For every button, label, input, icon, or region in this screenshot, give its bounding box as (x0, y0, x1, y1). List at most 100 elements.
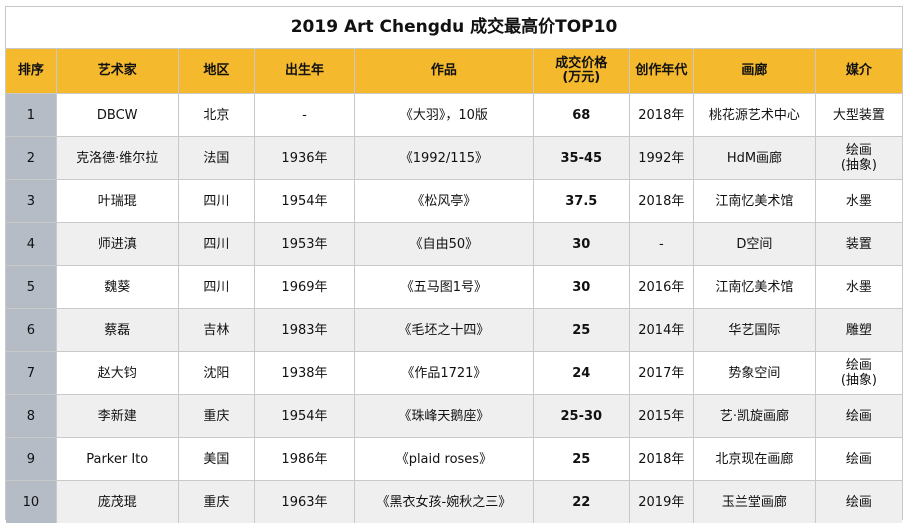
cell-price: 30 (532, 222, 630, 266)
cell-gallery: 桃花源艺术中心 (693, 93, 816, 137)
cell-price: 25 (532, 437, 630, 481)
table-row: 10 庞茂琨 重庆 1963年 《黑衣女孩-婉秋之三》 22 2019年 玉兰堂画廊 绘画 (6, 480, 902, 523)
cell-work: 《1992/115》 (353, 136, 534, 180)
table-row: 8 李新建 重庆 1954年 《珠峰天鹅座》 25-30 2015年 艺·凯旋画廊 绘画 (6, 394, 902, 438)
cell-price: 68 (532, 93, 630, 137)
cell-region: 重庆 (177, 480, 256, 523)
table-row: 7 赵大钧 沈阳 1938年 《作品1721》 24 2017年 势象空间 绘画 (抽象) (6, 351, 902, 395)
table-row: 6 蔡磊 吉林 1983年 《毛坯之十四》 25 2014年 华艺国际 雕塑 (6, 308, 902, 352)
cell-gallery: 艺·凯旋画廊 (693, 394, 816, 438)
cell-price: 24 (532, 351, 630, 395)
cell-born: 1938年 (254, 351, 355, 395)
table-row: 5 魏葵 四川 1969年 《五马图1号》 30 2016年 江南忆美术馆 水墨 (6, 265, 902, 309)
cell-work: 《大羽》，10版 (353, 93, 534, 137)
cell-rank: 3 (6, 179, 57, 223)
cell-artist: 蔡磊 (55, 308, 179, 352)
cell-medium: 水墨 (814, 265, 902, 309)
cell-medium: 大型装置 (814, 93, 902, 137)
cell-work: 《自由50》 (353, 222, 534, 266)
cell-year: 2015年 (628, 394, 695, 438)
cell-rank: 1 (6, 93, 57, 137)
cell-artist: 李新建 (55, 394, 179, 438)
cell-region: 四川 (177, 265, 256, 309)
cell-rank: 6 (6, 308, 57, 352)
cell-gallery: 江南忆美术馆 (693, 179, 816, 223)
table-row: 2 克洛德·维尔拉 法国 1936年 《1992/115》 35-45 1992年 HdM画廊… (6, 136, 902, 180)
cell-price: 25 (532, 308, 630, 352)
header-gallery: 画廊 (693, 49, 816, 94)
cell-artist: DBCW (55, 93, 179, 137)
cell-artist: 赵大钧 (55, 351, 179, 395)
cell-gallery: 江南忆美术馆 (693, 265, 816, 309)
cell-artist: 魏葵 (55, 265, 179, 309)
cell-medium: 绘画 (814, 394, 902, 438)
cell-year: 1992年 (628, 136, 695, 180)
table-row: 1 DBCW 北京 - 《大羽》，10版 68 2018年 桃花源艺术中心 大型装置 (6, 93, 902, 137)
header-price: 成交价格 (万元) (532, 49, 630, 94)
cell-region: 重庆 (177, 394, 256, 438)
cell-work: 《作品1721》 (353, 351, 534, 395)
header-row: 排序 艺术家 地区 出生年 作品 成交价格 (万元) 创作年代 画廊 媒介 (6, 49, 902, 94)
cell-born: 1986年 (254, 437, 355, 481)
cell-rank: 4 (6, 222, 57, 266)
cell-price: 30 (532, 265, 630, 309)
cell-medium: 水墨 (814, 179, 902, 223)
cell-born: 1936年 (254, 136, 355, 180)
cell-artist: Parker Ito (55, 437, 179, 481)
cell-gallery: 势象空间 (693, 351, 816, 395)
header-medium: 媒介 (814, 49, 902, 94)
cell-price: 22 (532, 480, 630, 523)
header-year: 创作年代 (628, 49, 695, 94)
table-row: 4 师进滇 四川 1953年 《自由50》 30- D空间 装置 (6, 222, 902, 266)
cell-gallery: 华艺国际 (693, 308, 816, 352)
table-row: 9 Parker Ito 美国 1986年 《plaid roses》 25 2018年 北京… (6, 437, 902, 481)
cell-region: 北京 (177, 93, 256, 137)
cell-rank: 10 (6, 480, 57, 523)
cell-born: - (254, 93, 355, 137)
cell-year: 2014年 (628, 308, 695, 352)
cell-rank: 7 (6, 351, 57, 395)
cell-born: 1954年 (254, 394, 355, 438)
cell-year: 2017年 (628, 351, 695, 395)
cell-medium: 绘画 (814, 480, 902, 523)
cell-medium: 装置 (814, 222, 902, 266)
cell-year: 2018年 (628, 93, 695, 137)
cell-year: 2019年 (628, 480, 695, 523)
table-row: 3 叶瑞琨 四川 1954年 《松风亭》 37.5 2018年 江南忆美术馆 水墨 (6, 179, 902, 223)
cell-year: 2018年 (628, 437, 695, 481)
cell-year: - (628, 222, 695, 266)
cell-artist: 庞茂琨 (55, 480, 179, 523)
cell-region: 美国 (177, 437, 256, 481)
header-artist: 艺术家 (55, 49, 179, 94)
cell-work: 《珠峰天鹅座》 (353, 394, 534, 438)
header-born: 出生年 (254, 49, 355, 94)
cell-work: 《plaid roses》 (353, 437, 534, 481)
cell-artist: 克洛德·维尔拉 (55, 136, 179, 180)
header-region: 地区 (177, 49, 256, 94)
cell-work: 《黑衣女孩-婉秋之三》 (353, 480, 534, 523)
cell-medium: 绘画 (抽象) (814, 351, 902, 395)
cell-region: 吉林 (177, 308, 256, 352)
cell-gallery: 玉兰堂画廊 (693, 480, 816, 523)
top10-table-card: 2019 Art Chengdu 成交最高价TOP10 排序 艺术家 地区 出生… (5, 6, 903, 523)
cell-year: 2018年 (628, 179, 695, 223)
cell-rank: 8 (6, 394, 57, 438)
cell-medium: 雕塑 (814, 308, 902, 352)
cell-rank: 5 (6, 265, 57, 309)
cell-price: 35-45 (532, 136, 630, 180)
cell-artist: 师进滇 (55, 222, 179, 266)
cell-price: 37.5 (532, 179, 630, 223)
header-rank: 排序 (6, 49, 57, 94)
cell-artist: 叶瑞琨 (55, 179, 179, 223)
cell-medium: 绘画 (抽象) (814, 136, 902, 180)
cell-born: 1953年 (254, 222, 355, 266)
cell-rank: 2 (6, 136, 57, 180)
cell-born: 1963年 (254, 480, 355, 523)
cell-work: 《五马图1号》 (353, 265, 534, 309)
cell-born: 1969年 (254, 265, 355, 309)
cell-price: 25-30 (532, 394, 630, 438)
cell-rank: 9 (6, 437, 57, 481)
cell-region: 四川 (177, 222, 256, 266)
cell-region: 四川 (177, 179, 256, 223)
cell-born: 1954年 (254, 179, 355, 223)
